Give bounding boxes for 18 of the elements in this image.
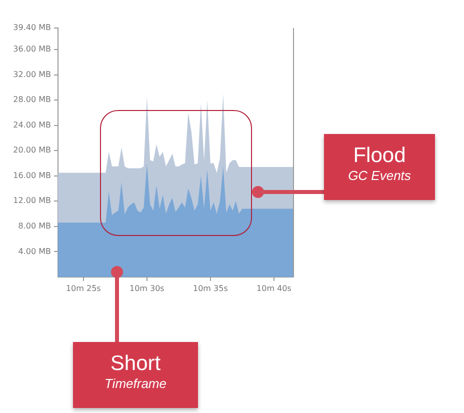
x-tick-label: 10m 40s bbox=[256, 284, 292, 293]
y-tick-label: 12.00 MB bbox=[13, 196, 51, 206]
x-tick-label: 10m 35s bbox=[192, 284, 228, 293]
x-tick-label: 10m 25s bbox=[66, 284, 101, 293]
y-tick-label: 24.00 MB bbox=[13, 120, 51, 130]
y-tick-label: 39.40 MB bbox=[13, 23, 51, 32]
text: GC Events bbox=[347, 168, 412, 184]
x-tick-label: 10m 30s bbox=[129, 284, 164, 293]
y-tick-label: 28.00 MB bbox=[13, 95, 51, 104]
y-tick-label: 4.00 MB bbox=[18, 246, 51, 256]
y-tick-label: 36.00 MB bbox=[13, 44, 51, 54]
y-tick-label: 20.00 MB bbox=[13, 146, 51, 155]
text: Timeframe bbox=[103, 376, 168, 392]
text: Short bbox=[109, 352, 162, 376]
y-tick-label: 16.00 MB bbox=[13, 170, 51, 180]
y-tick-label: 8.00 MB bbox=[18, 222, 51, 231]
text: Flood bbox=[352, 144, 407, 168]
y-tick-label: 32.00 MB bbox=[13, 70, 51, 79]
